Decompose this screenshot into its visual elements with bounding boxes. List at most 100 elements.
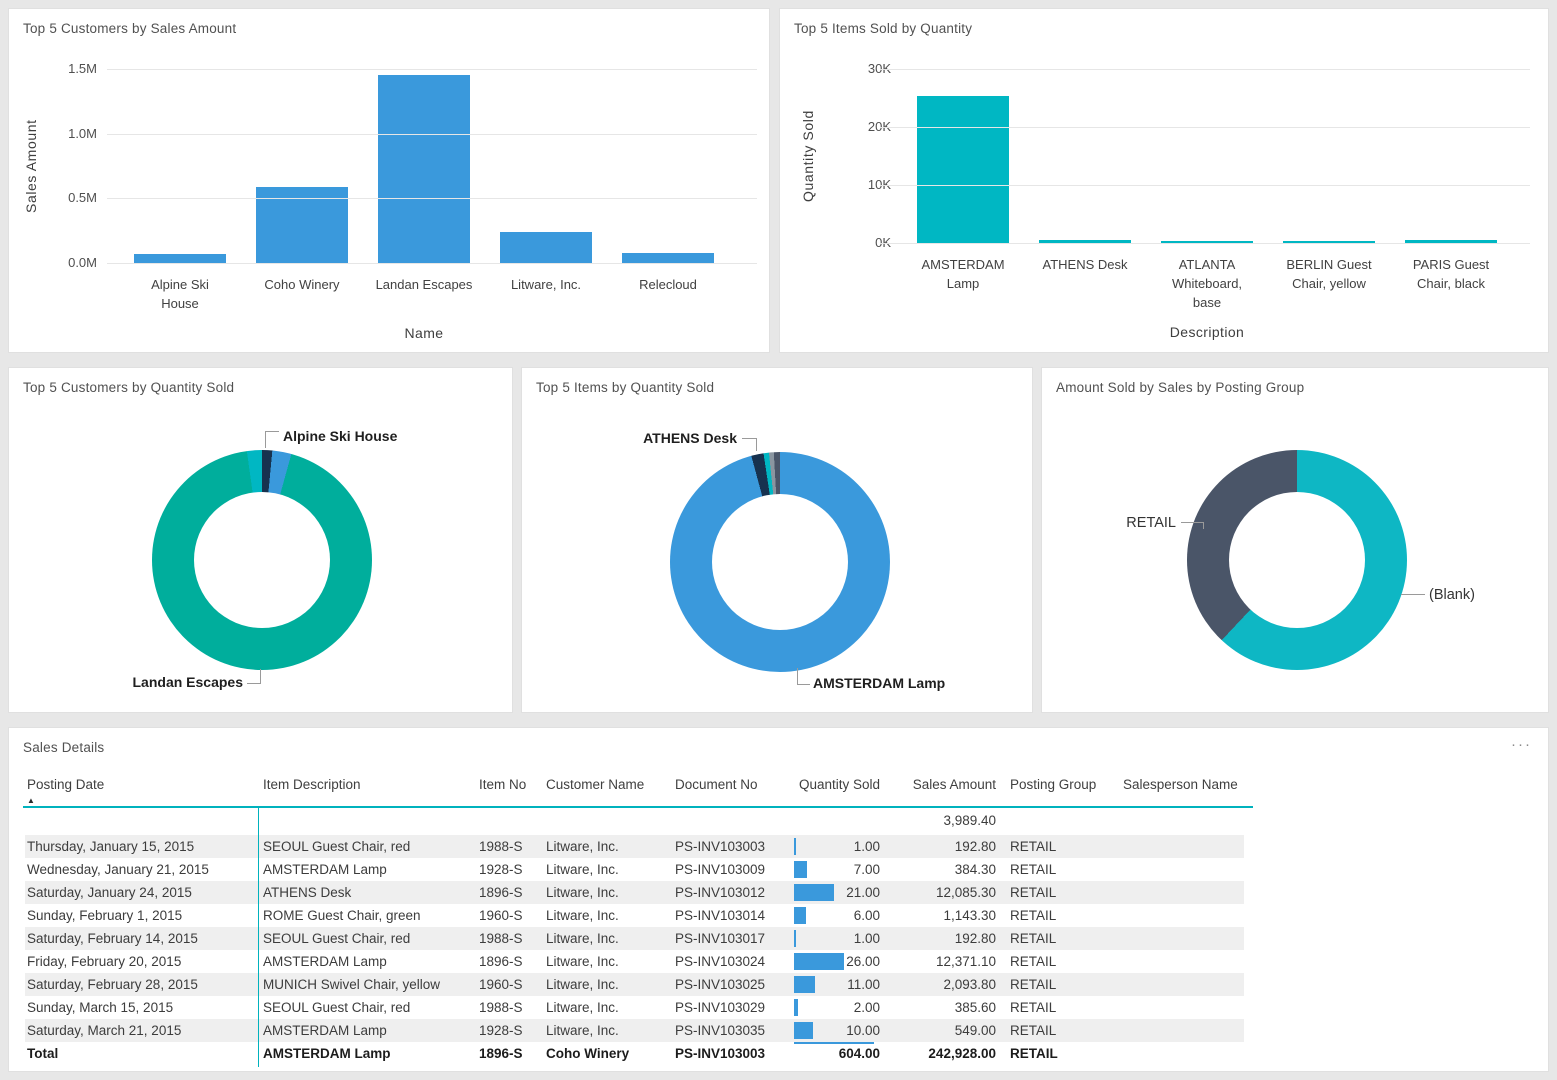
- card-sales-details: Sales Details ··· Posting Date ▲ Item Desc…: [8, 727, 1549, 1072]
- bar-atlanta-whiteboard-base[interactable]: [1161, 241, 1253, 243]
- donut-hole: [1229, 492, 1365, 628]
- y-tick-label: 0.5M: [68, 190, 97, 205]
- donut-hole: [712, 494, 848, 630]
- bar-amsterdam-lamp[interactable]: [917, 96, 1009, 243]
- gridline: [107, 263, 757, 264]
- cell-sales_amount: 12,371.10: [935, 954, 996, 969]
- column-header-salesperson_name[interactable]: Salesperson Name: [1123, 777, 1238, 792]
- cell-posting_date: Friday, February 20, 2015: [27, 954, 182, 969]
- cell-customer_name: [538, 806, 666, 835]
- column-header-item_description[interactable]: Item Description: [263, 777, 361, 792]
- x-category-label: Coho Winery: [264, 277, 340, 292]
- table-row[interactable]: Thursday, January 15, 2015 SEOUL Guest Ch…: [25, 835, 1244, 858]
- cell-posting_date: Saturday, March 21, 2015: [27, 1023, 182, 1038]
- column-header-sales_amount[interactable]: Sales Amount: [912, 777, 996, 792]
- donut-chart-items[interactable]: [670, 452, 890, 672]
- column-header-document_no[interactable]: Document No: [675, 777, 758, 792]
- table-row[interactable]: Saturday, March 21, 2015 AMSTERDAM Lamp 19…: [25, 1019, 1244, 1042]
- x-axis-labels: Alpine Ski House Coho Winery Landan Escape…: [119, 275, 729, 319]
- quantity-data-bar: [794, 999, 798, 1016]
- bars-area[interactable]: [902, 69, 1512, 243]
- more-options-button[interactable]: ···: [1511, 736, 1532, 753]
- gridline: [107, 69, 757, 70]
- cell-sales_amount: 242,928.00: [928, 1046, 996, 1061]
- column-header-posting_date[interactable]: Posting Date ▲: [25, 776, 258, 806]
- table-row[interactable]: Saturday, February 28, 2015 MUNICH Swivel…: [25, 973, 1244, 996]
- table-row[interactable]: Wednesday, January 21, 2015 AMSTERDAM Lam…: [25, 858, 1244, 881]
- column-header-quantity_sold[interactable]: Quantity Sold: [798, 777, 880, 792]
- cell-posting_date: Saturday, February 28, 2015: [27, 977, 198, 992]
- gridline: [880, 243, 1530, 244]
- gridline: [880, 127, 1530, 128]
- callout-connector: [247, 669, 261, 684]
- card-top5-items-by-quantity-donut: Top 5 Items by Quantity Sold ATHENS Desk…: [521, 367, 1033, 713]
- cell-posting_group: RETAIL: [1010, 1023, 1057, 1038]
- cell-salesperson_name: [1110, 1042, 1244, 1066]
- cell-salesperson_name: [1110, 950, 1244, 973]
- x-category-label: Landan Escapes: [375, 277, 473, 292]
- bar-landan-escapes[interactable]: [378, 75, 470, 263]
- table-header-row: Posting Date ▲ Item Description Item No Cust…: [25, 776, 1244, 806]
- cell-posting_group: RETAIL: [1010, 931, 1057, 946]
- cell-quantity_sold: 604.00: [778, 1042, 886, 1066]
- cell-posting_date: Thursday, January 15, 2015: [27, 839, 195, 854]
- sales-details-table: Posting Date ▲ Item Description Item No Cust…: [25, 776, 1244, 1066]
- cell-document_no: [666, 806, 778, 835]
- bar-athens-desk[interactable]: [1039, 240, 1131, 243]
- cell-item_no: 1896-S: [479, 885, 523, 900]
- cell-quantity_sold: 10.00: [778, 1019, 886, 1042]
- bar-litware-inc-[interactable]: [500, 232, 592, 263]
- cell-sales_amount: 3,989.40: [943, 813, 996, 828]
- table-total-row[interactable]: Total AMSTERDAM Lamp 1896-S Coho Winery PS-I…: [25, 1042, 1244, 1066]
- cell-item_no: 1988-S: [479, 1000, 523, 1015]
- table-row[interactable]: Sunday, March 15, 2015 SEOUL Guest Chair,…: [25, 996, 1244, 1019]
- cell-customer_name: Litware, Inc.: [546, 931, 619, 946]
- cell-sales_amount: 192.80: [954, 839, 996, 854]
- cell-posting_group: RETAIL: [1010, 908, 1057, 923]
- table-row[interactable]: Sunday, February 1, 2015 ROME Guest Chair…: [25, 904, 1244, 927]
- cell-quantity_sold: 26.00: [778, 950, 886, 973]
- chart-title: Top 5 Items Sold by Quantity: [794, 21, 973, 36]
- cell-item_description: AMSTERDAM Lamp: [263, 1046, 391, 1061]
- column-header-posting_group[interactable]: Posting Group: [1010, 777, 1097, 792]
- bar-relecloud[interactable]: [622, 253, 714, 263]
- bar-berlin-guest-chair-yellow[interactable]: [1283, 241, 1375, 243]
- cell-document_no: PS-INV103024: [675, 954, 766, 969]
- table-row[interactable]: 3,989.40: [25, 806, 1244, 835]
- cell-sales_amount: 385.60: [954, 1000, 996, 1015]
- cell-quantity_sold: 7.00: [778, 858, 886, 881]
- cell-posting_date: Total: [27, 1046, 59, 1061]
- column-header-item_no[interactable]: Item No: [479, 777, 527, 792]
- cell-posting_date: Sunday, February 1, 2015: [27, 908, 183, 923]
- cell-item_no: [476, 806, 538, 835]
- donut-chart-customers[interactable]: [152, 450, 372, 670]
- cell-quantity_sold: 6.00: [778, 904, 886, 927]
- cell-salesperson_name: [1110, 858, 1244, 881]
- bar-coho-winery[interactable]: [256, 187, 348, 263]
- chart-title: Top 5 Customers by Sales Amount: [23, 21, 237, 36]
- bars-area[interactable]: [119, 69, 729, 263]
- donut-chart-posting-group[interactable]: [1187, 450, 1407, 670]
- table-body: 3,989.40 Thursday, January 15, 2015 SEOUL …: [25, 806, 1244, 1066]
- callout-connector: [265, 431, 279, 448]
- bar-alpine-ski-house[interactable]: [134, 254, 226, 263]
- cell-salesperson_name: [1110, 881, 1244, 904]
- card-amount-sold-by-posting-group-donut: Amount Sold by Sales by Posting Group RE…: [1041, 367, 1549, 713]
- gridline: [107, 134, 757, 135]
- bar-paris-guest-chair-black[interactable]: [1405, 240, 1497, 243]
- cell-posting_group: [998, 806, 1110, 835]
- cell-document_no: PS-INV103012: [675, 885, 766, 900]
- table-row[interactable]: Saturday, February 14, 2015 SEOUL Guest C…: [25, 927, 1244, 950]
- column-header-customer_name[interactable]: Customer Name: [546, 777, 645, 792]
- y-tick-label: 20K: [867, 119, 891, 134]
- table-row[interactable]: Saturday, January 24, 2015 ATHENS Desk 189…: [25, 881, 1244, 904]
- donut-hole: [194, 492, 330, 628]
- callout-connector: [797, 668, 810, 685]
- cell-item_description: SEOUL Guest Chair, red: [263, 1000, 411, 1015]
- cell-document_no: PS-INV103009: [675, 862, 766, 877]
- table-row[interactable]: Friday, February 20, 2015 AMSTERDAM Lamp 1…: [25, 950, 1244, 973]
- y-axis-ticks: 0K 10K 20K 30K: [805, 61, 891, 250]
- cell-quantity_sold: [778, 806, 886, 835]
- cell-posting_date: Saturday, February 14, 2015: [27, 931, 198, 946]
- cell-document_no: PS-INV103029: [675, 1000, 766, 1015]
